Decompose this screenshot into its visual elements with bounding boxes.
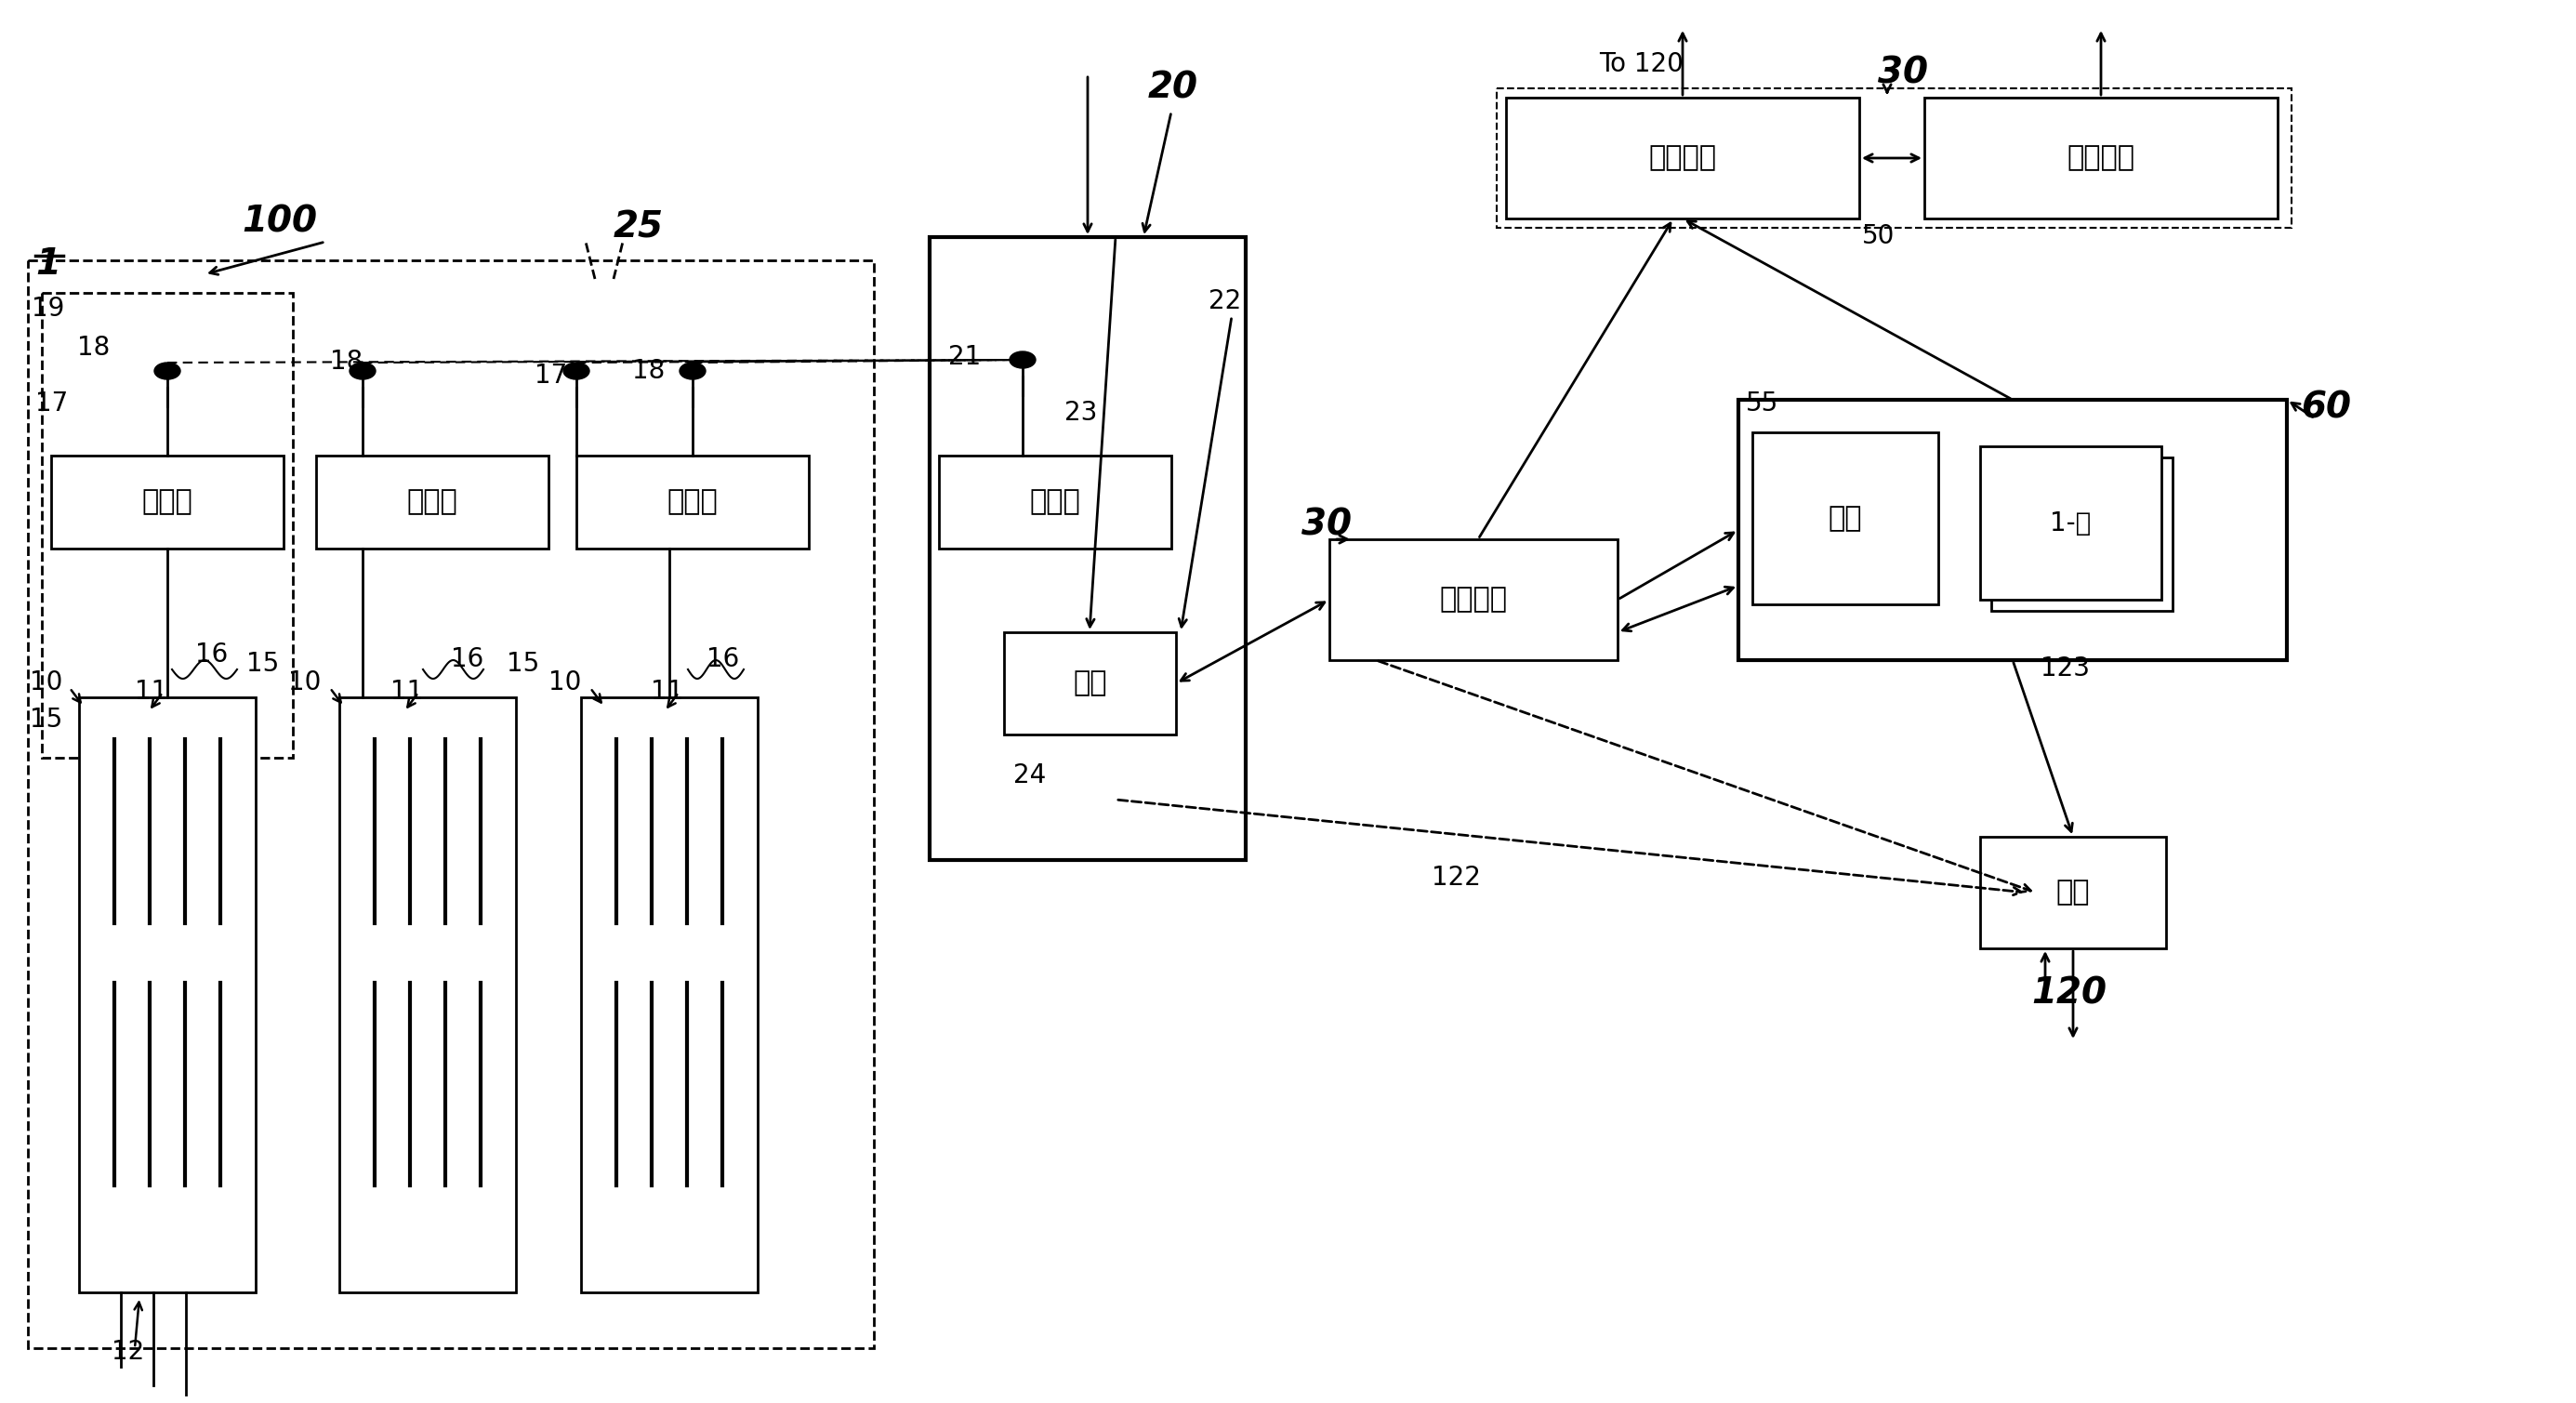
Text: 12: 12: [111, 1338, 144, 1365]
Text: 16: 16: [706, 647, 739, 672]
Text: 11: 11: [134, 679, 167, 704]
Text: 100: 100: [242, 205, 317, 240]
Bar: [1752, 432, 1937, 605]
Text: 15: 15: [247, 651, 278, 676]
Bar: [317, 456, 549, 549]
Bar: [577, 456, 809, 549]
Bar: [80, 697, 255, 1292]
Text: 控制: 控制: [1829, 505, 1862, 532]
Text: 16: 16: [196, 641, 229, 668]
Bar: [1981, 836, 2166, 948]
Text: 21: 21: [948, 344, 981, 370]
Bar: [1924, 98, 2277, 219]
Text: 通讯连接: 通讯连接: [1649, 145, 1716, 171]
Bar: [1991, 457, 2172, 610]
Text: 60: 60: [2300, 390, 2352, 427]
Text: 30: 30: [1301, 506, 1352, 542]
Text: 123: 123: [2040, 655, 2089, 682]
Text: 22: 22: [1208, 288, 1242, 314]
Bar: [1005, 633, 1177, 735]
Text: 55: 55: [1747, 390, 1777, 417]
Text: 用户: 用户: [2056, 880, 2089, 906]
Ellipse shape: [155, 362, 180, 379]
Bar: [1981, 446, 2161, 599]
Bar: [582, 697, 757, 1292]
Text: 17: 17: [36, 390, 67, 417]
Text: 30: 30: [1878, 56, 1927, 91]
Text: 16: 16: [451, 647, 484, 672]
Text: 10: 10: [289, 669, 322, 696]
Ellipse shape: [350, 362, 376, 379]
Text: 收发器: 收发器: [407, 488, 459, 515]
Text: 20: 20: [1149, 70, 1198, 105]
Text: 通讯链接: 通讯链接: [1440, 586, 1507, 613]
Text: 收发器: 收发器: [667, 488, 719, 515]
Bar: [1497, 88, 2293, 227]
Ellipse shape: [564, 362, 590, 379]
Text: 15: 15: [507, 651, 538, 676]
Text: 50: 50: [1862, 223, 1896, 250]
Bar: [930, 237, 1247, 860]
Text: 19: 19: [31, 296, 64, 321]
Ellipse shape: [1010, 351, 1036, 368]
Bar: [41, 293, 294, 758]
Text: 通讯连接: 通讯连接: [2066, 145, 2136, 171]
Bar: [1507, 98, 1860, 219]
Text: 10: 10: [31, 669, 62, 696]
Text: 收发器: 收发器: [1030, 488, 1079, 515]
Text: To 120: To 120: [1600, 51, 1685, 77]
Bar: [340, 697, 515, 1292]
Text: 1: 1: [36, 247, 59, 282]
Text: 10: 10: [549, 669, 582, 696]
Bar: [938, 456, 1172, 549]
Text: 18: 18: [330, 349, 363, 375]
Text: 15: 15: [31, 707, 62, 732]
Text: 17: 17: [536, 362, 567, 389]
Bar: [1329, 539, 1618, 661]
Text: 25: 25: [613, 209, 665, 244]
Text: 18: 18: [631, 358, 665, 384]
Bar: [28, 261, 873, 1348]
Bar: [52, 456, 283, 549]
Text: 控制: 控制: [1074, 669, 1108, 697]
Text: 24: 24: [1012, 762, 1046, 788]
Text: 11: 11: [652, 679, 683, 704]
Text: 18: 18: [77, 335, 111, 361]
Text: 120: 120: [2032, 976, 2107, 1012]
Ellipse shape: [680, 362, 706, 379]
Text: 1-六: 1-六: [2050, 509, 2092, 536]
Text: 23: 23: [1064, 400, 1097, 427]
Text: 收发器: 收发器: [142, 488, 193, 515]
Bar: [1739, 400, 2287, 661]
Text: 11: 11: [392, 679, 422, 704]
Text: 122: 122: [1432, 864, 1481, 891]
